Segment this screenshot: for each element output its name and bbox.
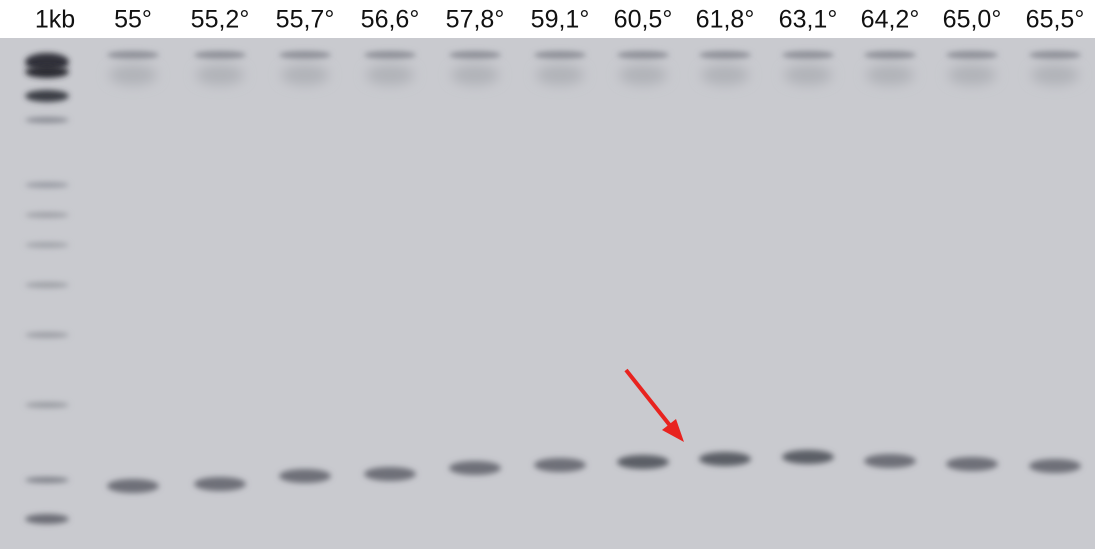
product-band <box>194 477 246 491</box>
well-band <box>617 51 669 59</box>
ladder-band <box>25 332 69 338</box>
product-band <box>364 467 416 481</box>
product-band <box>449 461 501 475</box>
ladder-band <box>25 514 69 524</box>
well-smear <box>1031 65 1079 85</box>
well-smear <box>281 65 329 85</box>
ladder-band <box>25 182 69 188</box>
well-smear <box>451 65 499 85</box>
product-band <box>699 452 751 466</box>
lane-label: 63,1° <box>779 6 838 34</box>
well-band <box>946 51 998 59</box>
gel <box>0 38 1095 549</box>
lane-label: 55° <box>114 6 152 34</box>
well-smear <box>109 65 157 85</box>
product-band <box>279 469 331 483</box>
ladder-band <box>25 212 69 218</box>
well-band <box>782 51 834 59</box>
lane-label: 61,8° <box>696 6 755 34</box>
lane-label: 65,5° <box>1026 6 1085 34</box>
well-band <box>699 51 751 59</box>
lane-label: 64,2° <box>861 6 920 34</box>
lane-label: 55,7° <box>276 6 335 34</box>
well-band <box>194 51 246 59</box>
ladder-band <box>25 90 69 102</box>
product-band <box>946 457 998 471</box>
gel-figure: 1kb 55° 55,2° 55,7° 56,6° 57,8° 59,1° 60,5° 61,8… <box>0 0 1095 549</box>
ladder-band <box>25 477 69 483</box>
product-band <box>1029 459 1081 473</box>
ladder-band <box>25 66 69 78</box>
well-band <box>449 51 501 59</box>
product-band <box>107 479 159 493</box>
well-band <box>364 51 416 59</box>
lane-label: 56,6° <box>361 6 420 34</box>
well-band <box>534 51 586 59</box>
well-smear <box>784 65 832 85</box>
lane-label: 55,2° <box>191 6 250 34</box>
well-smear <box>701 65 749 85</box>
well-band <box>864 51 916 59</box>
product-band <box>617 455 669 469</box>
lane-label: 65,0° <box>943 6 1002 34</box>
well-band <box>279 51 331 59</box>
ladder-band <box>25 282 69 288</box>
well-smear <box>366 65 414 85</box>
page: 1kb 55° 55,2° 55,7° 56,6° 57,8° 59,1° 60,5° 61,8… <box>0 0 1095 549</box>
lane-label: 57,8° <box>446 6 505 34</box>
ladder-band <box>25 402 69 408</box>
well-smear <box>196 65 244 85</box>
lane-label: 59,1° <box>531 6 590 34</box>
product-band <box>782 450 834 464</box>
well-smear <box>948 65 996 85</box>
lane-label: 1kb <box>35 6 75 34</box>
well-smear <box>536 65 584 85</box>
well-band <box>1029 51 1081 59</box>
well-band <box>107 51 159 59</box>
ladder-band <box>25 242 69 248</box>
lane-label: 60,5° <box>614 6 673 34</box>
well-smear <box>619 65 667 85</box>
product-band <box>534 458 586 472</box>
ladder-band <box>25 117 69 123</box>
product-band <box>864 454 916 468</box>
well-smear <box>866 65 914 85</box>
